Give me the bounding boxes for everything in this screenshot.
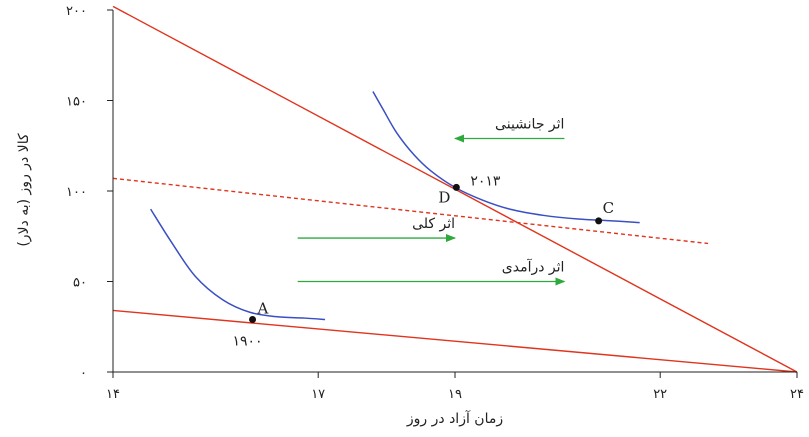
x-tick-label: ۱۴ xyxy=(106,387,120,402)
point-label-D: D xyxy=(438,188,450,206)
x-tick-label: ۱۷ xyxy=(311,387,325,402)
indifference-curve-1 xyxy=(149,208,326,321)
point-year-D: ۲۰۱۳ xyxy=(470,173,501,189)
y-tick-label: ۰ xyxy=(80,366,87,381)
budget-line-2 xyxy=(112,309,798,373)
axes xyxy=(107,9,798,378)
x-tick-label: ۲۲ xyxy=(653,387,667,402)
budget-line-3 xyxy=(112,177,709,245)
point-D xyxy=(452,183,460,191)
point-year-A: ۱۹۰۰ xyxy=(232,334,262,350)
point-C xyxy=(595,217,603,225)
point-label-C: C xyxy=(603,199,614,217)
plot-lines xyxy=(112,5,798,373)
x-axis-title: زمان آزاد در روز xyxy=(406,410,503,427)
effect-label-1: اثر جانشینی xyxy=(495,117,564,133)
y-tick-label: ۱۵۰ xyxy=(66,95,87,110)
x-tick-label: ۲۴ xyxy=(790,387,804,402)
y-tick-label: ۲۰۰ xyxy=(66,4,87,19)
effect-label-3: اثر درآمدی xyxy=(502,259,565,276)
y-axis-title: کالا در روز (به دلار) xyxy=(16,133,32,247)
effect-label-2: اثر کلی xyxy=(412,216,455,232)
x-tick-label: ۱۹ xyxy=(448,387,462,402)
indifference-curve-2 xyxy=(372,91,640,224)
labels: ۱۴ ۱۷ ۱۹ ۲۲ ۲۴ ۰ ۵۰ ۱۰۰ ۱۵۰ ۲۰۰ اثر جانشینی اثر کلی… xyxy=(66,4,804,402)
point-label-A: A xyxy=(257,300,269,318)
point-A xyxy=(249,316,257,324)
y-tick-label: ۱۰۰ xyxy=(66,185,87,200)
y-tick-label: ۵۰ xyxy=(73,276,87,291)
